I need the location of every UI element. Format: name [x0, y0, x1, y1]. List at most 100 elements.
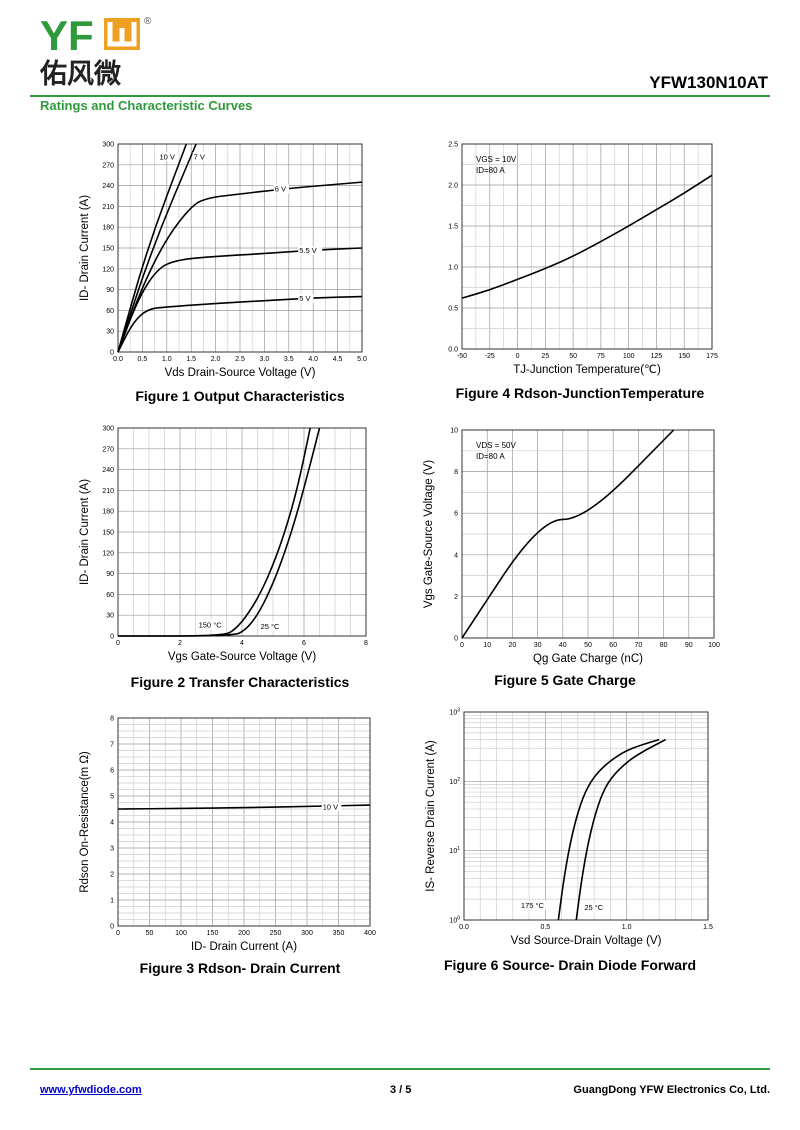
- y-tick-label: 210: [102, 204, 114, 211]
- header-rule: [30, 95, 770, 97]
- y-tick-label: 0: [454, 636, 458, 643]
- footer-rule: [30, 1068, 770, 1070]
- fig1-grid: [117, 143, 363, 353]
- y-tick-label: 210: [102, 488, 114, 495]
- y-tick-label: 2: [110, 872, 114, 879]
- figure-3-caption: Figure 3 Rdson- Drain Current: [139, 960, 341, 976]
- series-label: 10 V: [159, 152, 174, 161]
- y-tick-label: 0.0: [448, 347, 458, 354]
- y-tick-label: 4: [110, 820, 114, 827]
- y-tick-label: 180: [102, 509, 114, 516]
- figure-5-caption: Figure 5 Gate Charge: [494, 672, 636, 688]
- x-tick-label: 0: [460, 642, 464, 649]
- x-tick-label: 150: [207, 930, 219, 937]
- x-tick-label: 8: [364, 640, 368, 647]
- fig4-series-line: [461, 174, 713, 299]
- x-tick-label: 4.0: [308, 356, 318, 363]
- x-tick-label: 0.0: [113, 356, 123, 363]
- y-tick-label: 5: [110, 794, 114, 801]
- x-tick-label: 50: [584, 642, 592, 649]
- series-label-bg: [259, 622, 284, 632]
- fig6-frame: [463, 711, 709, 921]
- x-tick-label: 90: [685, 642, 693, 649]
- x-tick-label: 1.0: [162, 356, 172, 363]
- fig3-series-line: [117, 804, 371, 810]
- x-tick-label: 200: [238, 930, 250, 937]
- y-tick-label: 1.0: [448, 265, 458, 272]
- y-tick-label: 2: [454, 594, 458, 601]
- fig6-xlabel: Vsd Source-Drain Voltage (V): [511, 935, 662, 947]
- fig2-svg: 0 2 4 6 8 0 30 60 90 120 150 180 210 240 270 300 Vgs Gat…: [79, 426, 368, 664]
- figure-1-caption: Figure 1 Output Characteristics: [135, 388, 345, 404]
- y-tick-label: 1.5: [448, 224, 458, 231]
- series-label-bg: [197, 620, 226, 630]
- x-tick-label: 70: [635, 642, 643, 649]
- chart-rdson-temperature: -50 -25 0 25 50 75 100 125 150 175 0.0 0.5 1.0 1.5 2.0…: [420, 136, 730, 381]
- fig6-svg: 0.0 0.5 1.0 1.5 100 101 102 103 Vsd Source-Drain…: [425, 708, 713, 948]
- x-tick-label: 2.0: [211, 356, 221, 363]
- y-tick-label: 300: [102, 426, 114, 433]
- x-tick-label: 60: [609, 642, 617, 649]
- y-tick-label: 1: [110, 898, 114, 905]
- figure-4-caption: Figure 4 Rdson-JunctionTemperature: [455, 385, 705, 401]
- x-tick-label: 0: [116, 640, 120, 647]
- chart-transfer-characteristics: 0 2 4 6 8 0 30 60 90 120 150 180 210 240 270 300 Vgs Gat…: [70, 420, 380, 675]
- fig4-frame: [461, 143, 713, 350]
- fig4-xlabel: TJ-Junction Temperature(℃): [513, 364, 661, 376]
- fig4-annotation: VGS = 10V: [476, 155, 517, 164]
- footer-company: GuangDong YFW Electronics Co, Ltd.: [573, 1084, 770, 1096]
- section-title: Ratings and Characteristic Curves: [40, 98, 253, 113]
- series-label-bg: [519, 900, 549, 910]
- x-tick-label: 20: [509, 642, 517, 649]
- x-tick-label: 1.0: [622, 924, 632, 931]
- fig2-ylabel: ID- Drain Current (A): [79, 479, 91, 585]
- x-tick-label: 5.0: [357, 356, 367, 363]
- series-label-bg: [158, 152, 179, 162]
- x-tick-label: 2: [178, 640, 182, 647]
- x-tick-label: 125: [651, 353, 663, 360]
- y-tick-label: 150: [102, 530, 114, 537]
- y-tick-label: 60: [106, 592, 114, 599]
- y-tick-label: 10: [450, 428, 458, 435]
- fig5-grid: [461, 429, 715, 639]
- x-tick-label: -50: [457, 353, 467, 360]
- x-tick-label: 100: [708, 642, 720, 649]
- series-label: 7 V: [194, 152, 205, 161]
- fig1-svg: 0.0 0.5 1.0 1.5 2.0 2.5 3.0 3.5 4.0 4.5 5.0 0 30 60 90…: [79, 142, 367, 380]
- fig5-series-line: [461, 429, 675, 639]
- fig3-xlabel: ID- Drain Current (A): [191, 941, 297, 953]
- fig5-annotation: VDS = 50V: [476, 441, 516, 450]
- figure-2-caption: Figure 2 Transfer Characteristics: [130, 674, 350, 690]
- x-tick-label: 100: [623, 353, 635, 360]
- x-tick-label: 40: [559, 642, 567, 649]
- series-label: 175 °C: [521, 901, 545, 910]
- x-tick-label: 4: [240, 640, 244, 647]
- fig3-svg: 0 50 100 150 200 250 300 350 400 0 1 2 3 4 5 6 7 8 ID- Dra…: [79, 716, 376, 954]
- x-tick-label: 1.5: [186, 356, 196, 363]
- y-tick-label: 120: [102, 550, 114, 557]
- series-label: 25 °C: [261, 622, 280, 631]
- x-tick-label: 1.5: [703, 924, 713, 931]
- y-tick-label: 240: [102, 467, 114, 474]
- y-tick-label: 30: [106, 329, 114, 336]
- x-tick-label: 4.5: [333, 356, 343, 363]
- footer-website[interactable]: www.yfwdiode.com: [40, 1084, 142, 1096]
- series-label: 150 °C: [199, 621, 223, 630]
- brand-logo: YF ® 佑风微: [38, 10, 168, 90]
- series-label-bg: [298, 293, 314, 303]
- x-tick-label: 0.5: [138, 356, 148, 363]
- x-tick-label: 150: [678, 353, 690, 360]
- x-tick-label: 0.5: [540, 924, 550, 931]
- website-link[interactable]: www.yfwdiode.com: [40, 1084, 142, 1096]
- fig5-annotation: ID=80 A: [476, 452, 505, 461]
- y-tick-label: 2.0: [448, 183, 458, 190]
- x-tick-label: 3.5: [284, 356, 294, 363]
- fig1-xlabel: Vds Drain-Source Voltage (V): [165, 367, 316, 379]
- series-label-bg: [298, 246, 323, 256]
- fig5-svg: 0 10 20 30 40 50 60 70 80 90 100 0 2 4 6 8 10 Qg Gate Cha…: [423, 428, 720, 666]
- y-tick-label: 103: [449, 708, 460, 717]
- figure-6-caption: Figure 6 Source- Drain Diode Forward: [443, 957, 697, 973]
- registered-mark: ®: [144, 16, 152, 27]
- y-tick-label: 100: [449, 916, 460, 925]
- y-tick-label: 150: [102, 246, 114, 253]
